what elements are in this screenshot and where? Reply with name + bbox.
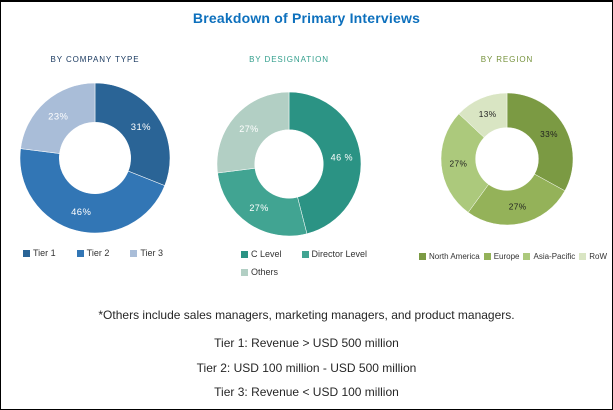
chart-title-by-region: BY REGION: [480, 55, 534, 64]
legend-by-region: North America Europe Asia-Pacific RoW: [419, 252, 612, 261]
legend-swatch-row: [579, 253, 587, 260]
legend-item-row: RoW: [579, 252, 607, 261]
slice-label-asia-pacific: 27%: [450, 159, 468, 169]
donut-slice-c-level: [288, 92, 361, 235]
page-title: Breakdown of Primary Interviews: [192, 10, 421, 26]
donut-slice-asia-pacific: [441, 113, 489, 213]
legend-by-designation: C Level Director Level Others: [241, 249, 409, 277]
legend-label-tier-3: Tier 3: [140, 248, 164, 258]
legend-item-tier-1: Tier 1: [23, 248, 56, 258]
legend-item-europe: Europe: [483, 252, 520, 261]
donut-chart-by-designation: 46 % 27% 27%: [217, 92, 361, 236]
legend-label-tier-2: Tier 2: [86, 248, 110, 258]
legend-swatch-tier-3: [130, 249, 138, 257]
slice-label-north-america: 33%: [540, 129, 558, 139]
legend-label-tier-1: Tier 1: [33, 248, 56, 258]
slice-label-europe: 27%: [509, 202, 527, 212]
legend-item-c-level: C Level: [241, 249, 282, 259]
donut-slice-north-america: [506, 93, 573, 192]
donut-slice-others: [217, 92, 290, 174]
slice-label-director-level: 27%: [249, 203, 268, 213]
donut-chart-by-region: 33% 27% 27% 13%: [441, 93, 573, 225]
others-footnote: *Others include sales managers, marketin…: [98, 308, 515, 322]
legend-label-europe: Europe: [493, 252, 520, 261]
legend-swatch-tier-1: [23, 249, 30, 257]
slice-label-row: 13%: [479, 109, 497, 119]
legend-label-asia-pacific: Asia-Pacific: [533, 252, 576, 261]
legend-item-tier-2: Tier 2: [76, 248, 110, 258]
tier-2-definition: Tier 2: USD 100 million - USD 500 millio…: [196, 361, 417, 375]
legend-swatch-others: [241, 268, 248, 276]
legend-item-north-america: North America: [419, 252, 480, 261]
legend-label-north-america: North America: [429, 252, 480, 261]
legend-label-row: RoW: [589, 252, 608, 261]
legend-swatch-asia-pacific: [523, 253, 531, 260]
legend-by-company-type: Tier 1 Tier 2 Tier 3: [23, 248, 173, 258]
tier-1-definition: Tier 1: Revenue > USD 500 million: [214, 336, 399, 350]
legend-swatch-europe: [483, 253, 491, 260]
slice-label-tier-2: 46%: [71, 207, 91, 218]
donut-chart-by-company-type: 31% 46% 23%: [20, 83, 170, 233]
donut-slice-europe: [467, 173, 566, 225]
slice-label-tier-3: 23%: [48, 112, 68, 123]
donut-slice-row: [458, 93, 508, 138]
legend-swatch-north-america: [419, 253, 426, 260]
donut-slice-tier-1: [94, 83, 170, 186]
legend-swatch-c-level: [241, 250, 248, 258]
legend-label-others: Others: [251, 267, 279, 277]
slice-label-tier-1: 31%: [131, 122, 151, 133]
legend-item-director-level: Director Level: [301, 249, 368, 259]
chart-title-by-company-type: BY COMPANY TYPE: [50, 55, 140, 64]
donut-slice-tier-2: [20, 148, 166, 233]
tier-3-definition: Tier 3: Revenue < USD 100 million: [214, 385, 399, 399]
chart-title-by-designation: BY DESIGNATION: [249, 55, 329, 64]
legend-label-director-level: Director Level: [311, 249, 368, 259]
legend-label-c-level: C Level: [251, 249, 282, 259]
donut-slice-tier-3: [20, 83, 96, 154]
legend-swatch-director-level: [301, 250, 309, 258]
slice-label-others: 27%: [239, 124, 258, 134]
slice-label-c-level: 46 %: [331, 153, 353, 163]
legend-item-others: Others: [241, 267, 278, 277]
legend-item-asia-pacific: Asia-Pacific: [523, 252, 575, 261]
donut-slice-director-level: [217, 168, 308, 236]
legend-item-tier-3: Tier 3: [130, 248, 163, 258]
legend-swatch-tier-2: [76, 249, 84, 257]
